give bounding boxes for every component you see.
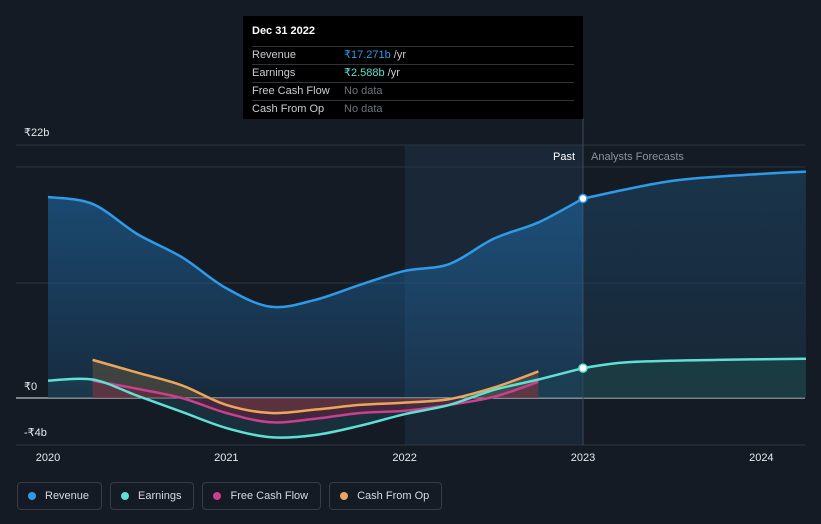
legend-item-revenue[interactable]: Revenue <box>17 482 103 510</box>
legend-dot-icon <box>121 492 130 500</box>
legend-dot-icon <box>28 492 36 500</box>
earnings-line <box>47 366 584 439</box>
y-tick-label: -₹4b <box>24 427 47 439</box>
tooltip-label: Earnings <box>252 67 296 79</box>
revenue-forecast-line <box>582 170 806 200</box>
tooltip-row-free-cash-flow: Free Cash Flow No data <box>252 82 574 100</box>
series-lines <box>47 170 806 439</box>
legend-label: Cash From Op <box>357 490 430 502</box>
series-fills <box>48 171 806 438</box>
tooltip-unit: /yr <box>393 49 406 61</box>
axes: ₹22b ₹0 -₹4b 2020 2021 2022 2023 2024 Past Analys… <box>24 127 774 464</box>
earnings-highlight-point <box>578 363 588 373</box>
tooltip-unit: /yr <box>387 67 400 79</box>
forecast-label: Analysts Forecasts <box>591 151 684 163</box>
revenue-highlight-point <box>578 193 588 204</box>
revenue-forecast-area <box>583 171 806 398</box>
x-tick-label: 2024 <box>749 452 773 464</box>
x-tick-label: 2021 <box>214 452 238 464</box>
tooltip-value: ₹2.588b <box>344 67 385 79</box>
tooltip-value: No data <box>344 103 383 115</box>
past-label: Past <box>553 151 575 163</box>
legend-label: Earnings <box>138 490 182 502</box>
tooltip-label: Revenue <box>252 49 297 61</box>
y-tick-label: ₹22b <box>24 127 49 139</box>
cash-from-op-line <box>92 358 539 415</box>
legend-label: Revenue <box>45 490 90 502</box>
tooltip-row-revenue: Revenue ₹17.271b /yr <box>252 46 574 64</box>
tooltip-label: Cash From Op <box>252 103 325 115</box>
tooltip-date: Dec 31 2022 <box>252 25 315 37</box>
cash-from-op-area <box>92 359 539 414</box>
tooltip-row-earnings: Earnings ₹2.588b /yr <box>252 64 574 82</box>
earnings-forecast-line <box>582 357 806 370</box>
legend-label: Free Cash Flow <box>230 490 309 502</box>
tooltip-row-cash-from-op: Cash From Op No data <box>252 100 574 118</box>
revenue-line <box>47 195 584 309</box>
tooltip-value: No data <box>344 85 383 97</box>
legend-item-cash-from-op[interactable]: Cash From Op <box>329 482 443 510</box>
legend-item-free-cash-flow[interactable]: Free Cash Flow <box>202 482 322 510</box>
free-cash-flow-area <box>92 380 539 423</box>
earnings-forecast-area <box>583 358 806 398</box>
hover-tooltip: Dec 31 2022 Revenue ₹17.271b /yr Earning… <box>243 16 583 119</box>
chart-legend: Revenue Earnings Free Cash Flow Cash Fro… <box>17 482 443 512</box>
tooltip-value: ₹17.271b <box>344 49 391 61</box>
tooltip-label: Free Cash Flow <box>252 85 330 97</box>
free-cash-flow-line <box>92 379 539 424</box>
legend-dot-icon <box>213 492 222 500</box>
earnings-area <box>48 368 583 438</box>
legend-item-earnings[interactable]: Earnings <box>110 482 195 510</box>
x-tick-label: 2023 <box>571 452 595 464</box>
x-tick-label: 2020 <box>36 452 60 464</box>
x-tick-label: 2022 <box>392 452 416 464</box>
revenue-area <box>48 197 583 398</box>
y-tick-label: ₹0 <box>24 381 37 393</box>
legend-dot-icon <box>340 492 349 500</box>
